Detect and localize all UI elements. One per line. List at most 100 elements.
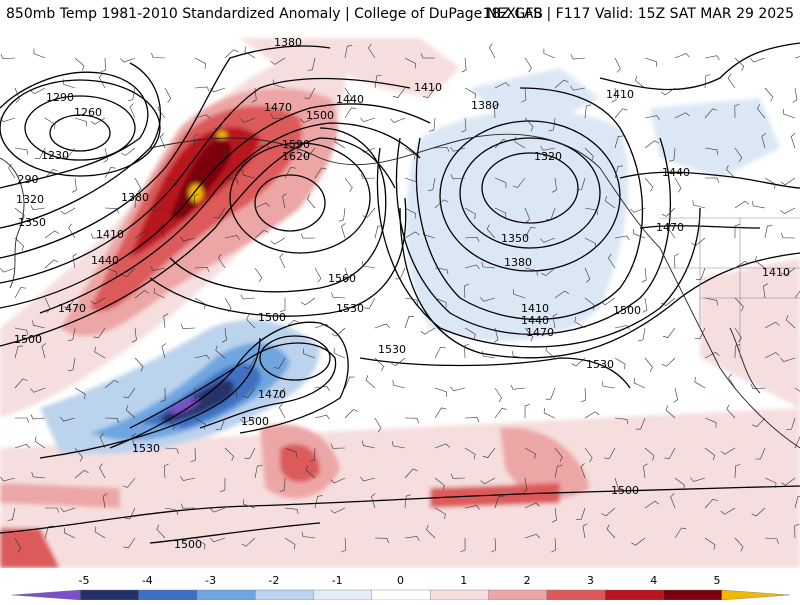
wind-barb <box>464 236 480 242</box>
wind-barb <box>254 202 270 209</box>
wind-barb <box>644 357 653 372</box>
wind-barb <box>461 117 467 133</box>
wind-barb <box>734 261 750 269</box>
wind-barb <box>164 507 178 516</box>
wind-barb <box>314 167 327 179</box>
wind-barb <box>494 407 507 419</box>
wind-barb <box>30 87 46 95</box>
contour-label: 1410 <box>606 88 634 101</box>
wind-barb <box>30 205 46 211</box>
wind-barb <box>44 297 51 313</box>
wind-barb <box>404 468 418 479</box>
wind-barb <box>786 417 796 431</box>
wind-barb <box>580 463 586 479</box>
wind-barb <box>134 177 142 193</box>
wind-barb <box>331 327 346 337</box>
contour-label: 1470 <box>526 326 554 339</box>
wind-barb <box>164 417 176 430</box>
contour-label: 1470 <box>58 302 86 315</box>
wind-barb <box>794 387 800 392</box>
wind-barb <box>284 147 299 154</box>
wind-barb <box>98 73 106 89</box>
wind-barb <box>330 477 346 484</box>
wind-barb <box>334 136 346 149</box>
wind-barb <box>404 297 419 306</box>
wind-barb <box>643 463 648 479</box>
wind-barb <box>123 387 136 399</box>
wind-barb <box>0 117 16 123</box>
wind-barb <box>601 381 616 389</box>
contour-label: 1260 <box>74 106 102 119</box>
wind-barb <box>614 325 630 330</box>
wind-barb <box>464 87 476 99</box>
contour-1500-sw <box>149 522 321 544</box>
wind-barb <box>783 108 796 119</box>
wind-barb <box>704 55 720 61</box>
legend-tick-label: -5 <box>79 574 90 587</box>
legend-tick-label: -4 <box>142 574 153 587</box>
wind-barb <box>314 323 330 329</box>
wind-barb <box>606 524 616 539</box>
legend-swatch <box>663 589 723 601</box>
contour-label: 1410 <box>762 266 790 279</box>
wind-barb <box>213 207 226 219</box>
wind-barb <box>360 173 376 179</box>
legend-swatch <box>11 589 81 601</box>
wind-barb <box>641 267 647 283</box>
wind-barb <box>0 476 16 482</box>
warm-anomaly-core <box>170 140 232 218</box>
wind-barb <box>644 140 659 149</box>
wind-barb <box>307 57 316 71</box>
wind-barb <box>764 477 777 488</box>
contour-1320-east <box>481 152 579 224</box>
wind-barb <box>460 537 466 553</box>
legend-swatch <box>313 589 373 601</box>
wind-barb <box>540 237 556 243</box>
wind-barb <box>224 177 239 185</box>
wind-barb <box>704 74 711 89</box>
wind-barb <box>692 200 706 209</box>
wind-barb <box>68 223 76 239</box>
wind-barb <box>90 233 106 239</box>
wind-barb <box>72 253 78 269</box>
wind-barb <box>670 493 676 509</box>
wind-barb <box>552 313 558 329</box>
wind-barb <box>34 147 46 160</box>
wind-barb <box>426 524 436 539</box>
wind-barb <box>194 57 206 69</box>
contour-label: 1380 <box>274 36 302 49</box>
wind-barb <box>434 267 449 275</box>
wind-barb <box>614 235 630 241</box>
wind-barb <box>781 232 796 239</box>
contour-label: 1380 <box>504 256 532 269</box>
wind-barb <box>480 477 496 485</box>
contour-label: 1500 <box>241 415 269 428</box>
wind-barb <box>90 297 106 305</box>
wind-barb <box>392 379 406 389</box>
contour-label: 1560 <box>328 272 356 285</box>
wind-barb <box>450 147 466 152</box>
wind-barb <box>150 266 166 271</box>
wind-barb <box>674 53 690 59</box>
wind-barb <box>218 253 226 269</box>
wind-barb <box>60 416 76 422</box>
wind-barb <box>224 387 237 397</box>
contour-label: 1590 <box>282 138 310 151</box>
wind-barb <box>193 133 199 149</box>
wind-barb <box>180 503 196 509</box>
wind-barb <box>664 447 676 459</box>
wind-barb <box>122 477 136 488</box>
wind-barb <box>545 345 556 359</box>
contour-1500-east <box>399 207 800 359</box>
wind-barb <box>764 321 780 329</box>
wind-barb <box>580 387 586 403</box>
wind-barb <box>761 133 766 149</box>
wind-barb <box>303 348 316 359</box>
wind-barb <box>284 167 296 179</box>
wind-barb <box>614 165 624 179</box>
wind-barb <box>284 319 299 329</box>
wind-barb <box>41 343 47 359</box>
wind-barb <box>392 87 406 98</box>
wind-barb <box>574 316 586 329</box>
wind-barb <box>150 207 166 212</box>
